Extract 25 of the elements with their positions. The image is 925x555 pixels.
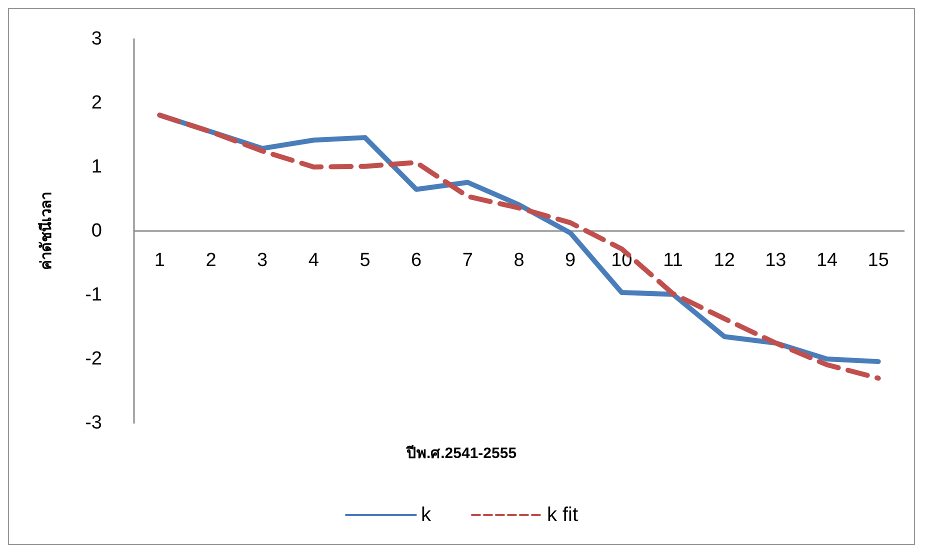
x-tick-label: 6 xyxy=(411,250,422,271)
x-tick-label: 13 xyxy=(765,250,786,271)
y-tick-label: -3 xyxy=(85,412,102,434)
y-tick-label: -2 xyxy=(85,348,102,370)
x-tick-label: 3 xyxy=(257,250,268,271)
x-axis-title: ปีพ.ศ.2541-2555 xyxy=(405,445,517,462)
y-tick-label: 2 xyxy=(91,92,102,114)
x-tick-label: 9 xyxy=(565,250,576,271)
y-tick-label: 3 xyxy=(91,28,102,50)
y-axis-title: ค่าดัชนีเวลา xyxy=(38,192,55,270)
x-tick-label: 2 xyxy=(206,250,216,271)
x-tick-label: 8 xyxy=(514,250,524,271)
y-tick-label: 0 xyxy=(91,220,102,242)
legend-label: k fit xyxy=(546,504,578,526)
x-tick-label: 14 xyxy=(816,250,838,271)
x-tick-label: 4 xyxy=(308,250,320,271)
x-tick-label: 15 xyxy=(868,250,889,271)
x-tick-label: 7 xyxy=(462,250,473,271)
y-tick-label: -1 xyxy=(85,284,102,306)
x-tick-label: 12 xyxy=(714,250,735,271)
legend-label: k xyxy=(420,504,432,526)
x-tick-label: 5 xyxy=(360,250,370,271)
y-tick-label: 1 xyxy=(91,156,102,178)
x-tick-label: 1 xyxy=(154,250,165,271)
x-tick-label: 11 xyxy=(663,250,683,271)
